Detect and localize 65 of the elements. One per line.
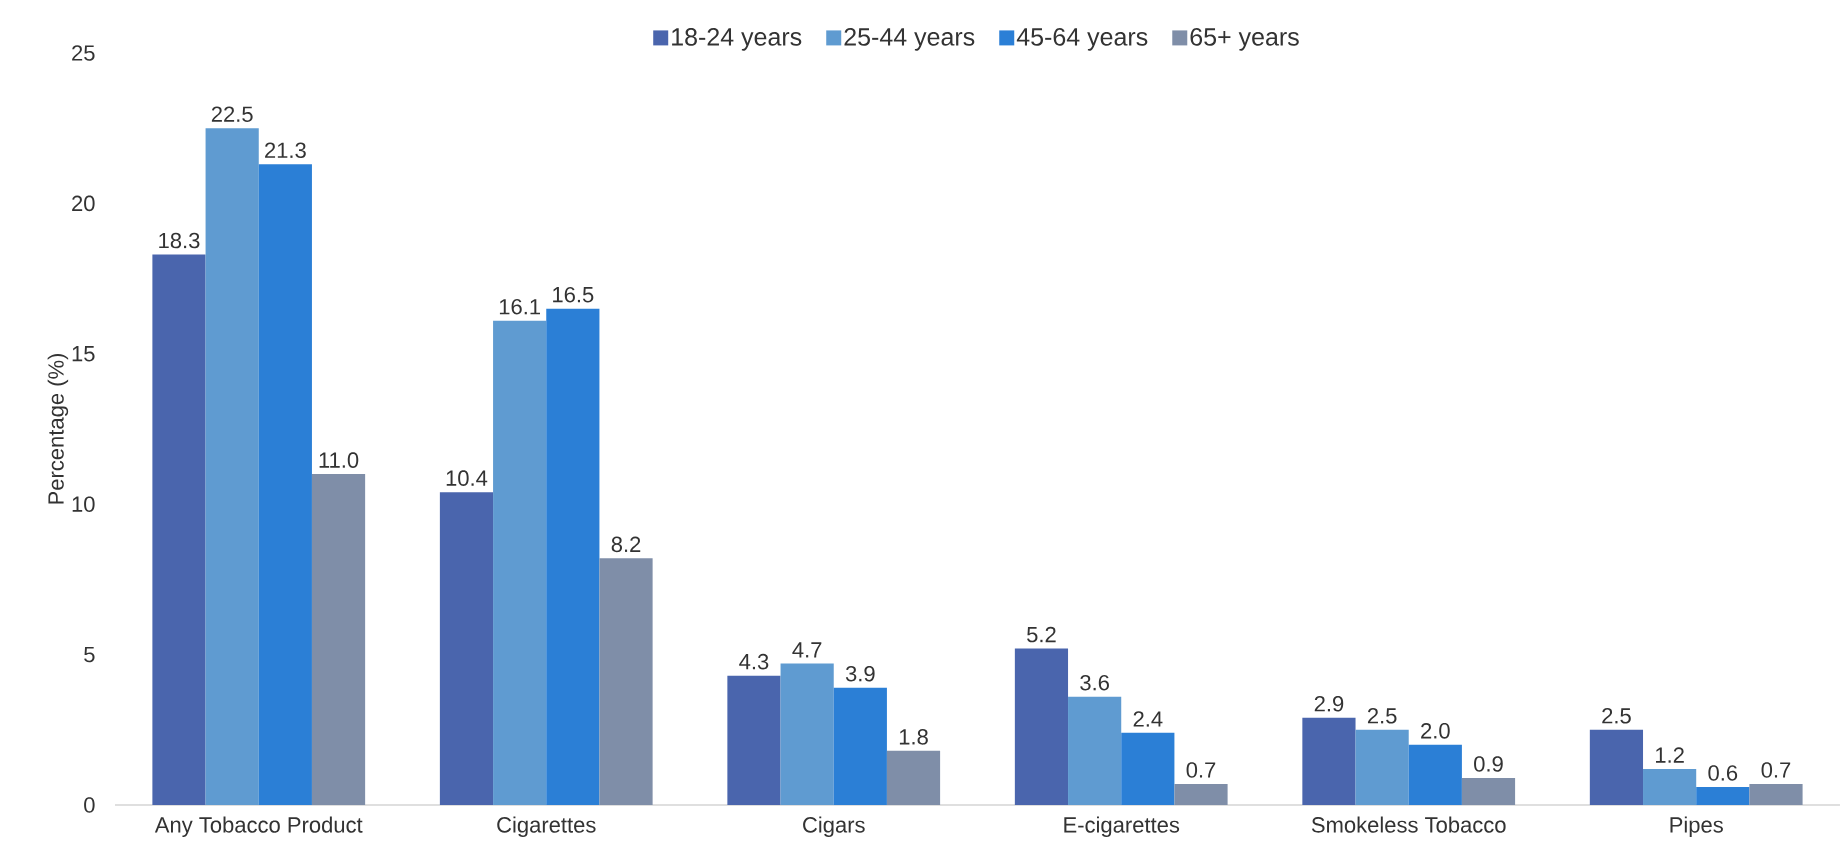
bar (1749, 783, 1803, 805)
data-label: 18.3 (159, 232, 200, 249)
data-label: 2.5 (1602, 708, 1631, 724)
bar (1068, 696, 1122, 805)
bar (493, 320, 547, 805)
legend-label: 18-24 years (672, 28, 802, 51)
bar (1302, 717, 1356, 805)
bar (1696, 786, 1750, 805)
data-label: 8.2 (611, 536, 641, 553)
data-label: 0.7 (1761, 762, 1791, 778)
bar (1408, 744, 1462, 805)
bar (886, 750, 941, 805)
data-label: 22.5 (211, 106, 253, 122)
data-label: 10.4 (446, 470, 488, 486)
bar (546, 308, 600, 805)
bar (1643, 768, 1697, 805)
x-tick-label: Any Tobacco Product (154, 816, 363, 838)
bar (311, 474, 366, 805)
bar (205, 128, 259, 805)
y-axis-title: Percentage (%) (47, 353, 69, 504)
bar (439, 492, 494, 805)
data-label: 4.7 (792, 642, 822, 658)
y-tick-label: 15 (72, 346, 95, 362)
data-label: 5.2 (1027, 626, 1056, 643)
y-tick-label: 5 (84, 646, 95, 663)
data-label: 1.2 (1656, 747, 1684, 763)
legend-label: 25-44 years (844, 28, 975, 51)
data-label: 2.5 (1367, 708, 1397, 724)
bar (1174, 783, 1228, 805)
bar (780, 663, 834, 805)
bar (1014, 648, 1069, 805)
bar (258, 164, 312, 805)
bar (833, 687, 887, 805)
bar (1461, 777, 1516, 805)
data-label: 16.5 (553, 286, 594, 303)
y-tick-label: 25 (72, 45, 95, 61)
data-label: 0.6 (1708, 765, 1738, 781)
data-label: 16.1 (499, 298, 540, 315)
data-label: 4.3 (739, 653, 769, 670)
data-label: 1.8 (899, 729, 928, 745)
x-tick-label: E-cigarettes (1064, 816, 1180, 838)
bar (1121, 732, 1175, 805)
x-tick-label: Pipes (1670, 816, 1723, 838)
data-label: 2.4 (1133, 711, 1163, 727)
y-tick-label: 0 (84, 797, 95, 813)
data-label: 21.3 (265, 142, 306, 159)
bar (1589, 729, 1644, 805)
y-tick-label: 10 (72, 496, 95, 512)
x-tick-label: Cigarettes (497, 816, 596, 838)
x-tick-label: Smokeless Tobacco (1311, 816, 1506, 833)
legend-label: 65+ years (1190, 28, 1299, 51)
data-label: 0.7 (1186, 762, 1216, 778)
bar (599, 558, 653, 805)
data-label: 11.0 (319, 452, 359, 468)
data-label: 2.0 (1421, 723, 1450, 739)
y-tick-label: 20 (72, 195, 95, 212)
bar (152, 254, 206, 805)
data-label: 2.9 (1314, 695, 1344, 712)
data-label: 3.9 (845, 665, 875, 682)
x-tick-label: Cigars (803, 816, 865, 838)
data-label: 0.9 (1474, 756, 1503, 772)
bar (1355, 729, 1409, 805)
bar (727, 675, 781, 805)
data-label: 3.6 (1080, 674, 1109, 691)
legend-label: 45-64 years (1016, 28, 1148, 51)
